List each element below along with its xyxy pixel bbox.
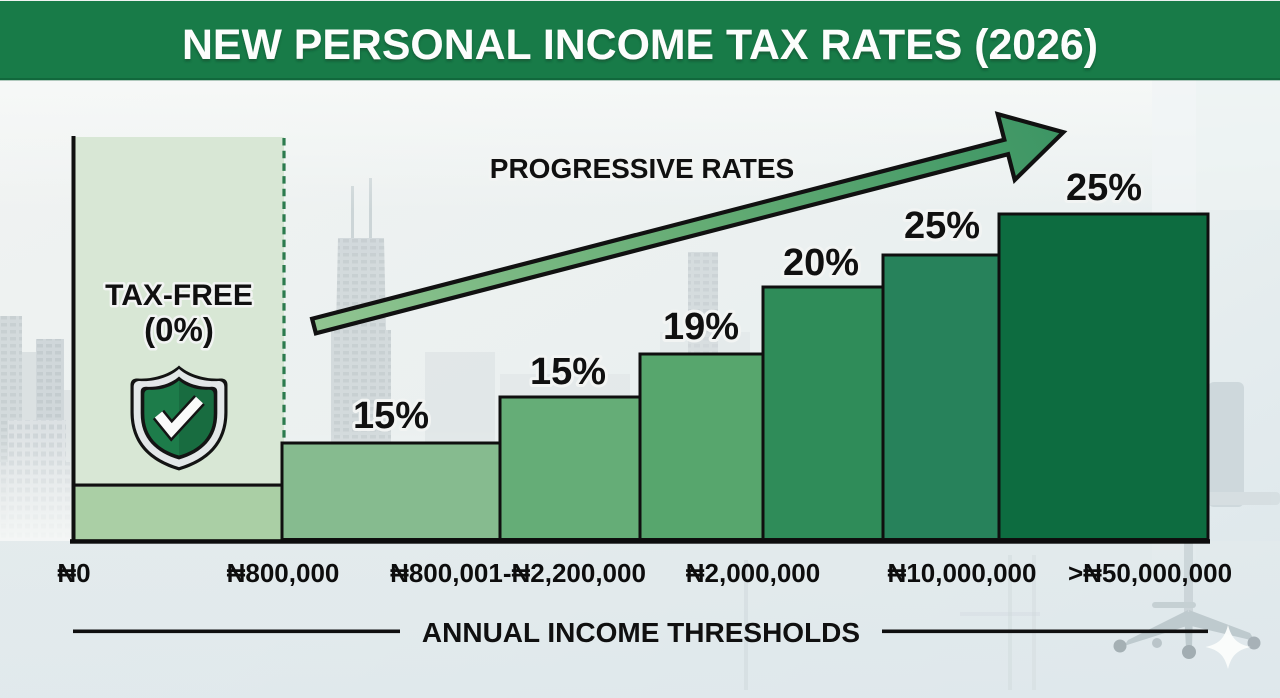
svg-text:20%: 20% [783, 242, 859, 284]
svg-text:ANNUAL INCOME THRESHOLDS: ANNUAL INCOME THRESHOLDS [422, 617, 860, 648]
svg-text:19%: 19% [663, 306, 739, 348]
svg-text:₦800,000: ₦800,000 [227, 558, 340, 588]
svg-text:₦10,000,000: ₦10,000,000 [888, 558, 1037, 588]
svg-text:PROGRESSIVE RATES: PROGRESSIVE RATES [490, 153, 794, 184]
svg-text:₦0: ₦0 [57, 558, 90, 588]
svg-text:NEW PERSONAL INCOME TAX RATES: NEW PERSONAL INCOME TAX RATES (2026) [182, 21, 1098, 69]
svg-text:₦2,000,000: ₦2,000,000 [686, 558, 820, 588]
svg-text:15%: 15% [353, 395, 429, 437]
svg-text:25%: 25% [904, 205, 980, 247]
svg-text:TAX-FREE: TAX-FREE [105, 279, 253, 312]
svg-text:>₦50,000,000: >₦50,000,000 [1068, 558, 1232, 588]
svg-text:25%: 25% [1066, 167, 1142, 209]
svg-text:(0%): (0%) [144, 311, 214, 348]
svg-text:15%: 15% [530, 351, 606, 393]
svg-text:₦800,001-₦2,200,000: ₦800,001-₦2,200,000 [390, 558, 646, 588]
